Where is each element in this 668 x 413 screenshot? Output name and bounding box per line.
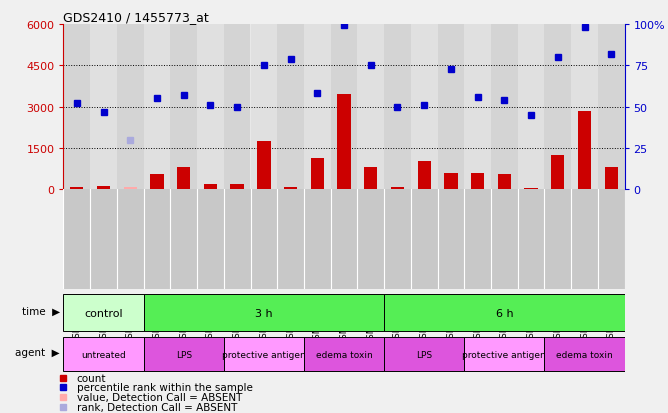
Bar bbox=[63, 25, 90, 190]
Bar bbox=[384, 294, 625, 332]
Text: edema toxin: edema toxin bbox=[556, 350, 613, 358]
Text: untreated: untreated bbox=[81, 350, 126, 358]
Text: protective antigen: protective antigen bbox=[222, 350, 306, 358]
Bar bbox=[578, 112, 591, 190]
Bar bbox=[304, 25, 331, 190]
Bar bbox=[197, 25, 224, 190]
Bar bbox=[438, 25, 464, 190]
Bar bbox=[464, 25, 491, 190]
Bar bbox=[284, 188, 297, 190]
Bar bbox=[551, 156, 564, 190]
Bar bbox=[63, 337, 144, 371]
Text: agent  ▶: agent ▶ bbox=[15, 347, 60, 357]
Text: protective antigen: protective antigen bbox=[462, 350, 546, 358]
Bar bbox=[177, 167, 190, 190]
Text: time  ▶: time ▶ bbox=[22, 306, 60, 316]
Bar bbox=[411, 25, 438, 190]
Bar bbox=[224, 25, 250, 190]
Text: value, Detection Call = ABSENT: value, Detection Call = ABSENT bbox=[77, 392, 242, 402]
Bar bbox=[524, 189, 538, 190]
Bar bbox=[250, 25, 277, 190]
Bar bbox=[144, 294, 384, 332]
Bar bbox=[418, 162, 431, 190]
Bar bbox=[498, 174, 511, 190]
Bar bbox=[384, 337, 464, 371]
Bar bbox=[391, 188, 404, 190]
Bar bbox=[224, 337, 304, 371]
Bar bbox=[464, 337, 544, 371]
Bar bbox=[544, 25, 571, 190]
Bar bbox=[63, 294, 144, 332]
Text: 6 h: 6 h bbox=[496, 308, 513, 318]
Bar bbox=[544, 337, 625, 371]
Text: rank, Detection Call = ABSENT: rank, Detection Call = ABSENT bbox=[77, 402, 237, 412]
Text: count: count bbox=[77, 373, 106, 383]
Bar bbox=[364, 167, 377, 190]
Bar bbox=[117, 25, 144, 190]
Bar bbox=[97, 186, 110, 190]
Bar bbox=[491, 25, 518, 190]
Bar bbox=[357, 25, 384, 190]
Text: percentile rank within the sample: percentile rank within the sample bbox=[77, 382, 253, 392]
Text: control: control bbox=[84, 308, 123, 318]
Bar bbox=[384, 25, 411, 190]
Bar bbox=[444, 174, 458, 190]
Bar bbox=[311, 158, 324, 190]
Bar bbox=[230, 185, 244, 190]
Bar bbox=[144, 337, 224, 371]
Text: 3 h: 3 h bbox=[255, 308, 273, 318]
Bar bbox=[337, 95, 351, 190]
Bar bbox=[331, 25, 357, 190]
Bar bbox=[518, 25, 544, 190]
Bar bbox=[605, 167, 618, 190]
Bar bbox=[144, 25, 170, 190]
Bar bbox=[90, 25, 117, 190]
Text: GDS2410 / 1455773_at: GDS2410 / 1455773_at bbox=[63, 11, 209, 24]
Bar bbox=[304, 337, 384, 371]
Text: LPS: LPS bbox=[416, 350, 432, 358]
Bar bbox=[170, 25, 197, 190]
Bar bbox=[277, 25, 304, 190]
Text: edema toxin: edema toxin bbox=[316, 350, 372, 358]
Bar bbox=[571, 25, 598, 190]
Bar bbox=[150, 175, 164, 190]
Text: LPS: LPS bbox=[176, 350, 192, 358]
Bar bbox=[471, 174, 484, 190]
Bar bbox=[257, 142, 271, 190]
Bar bbox=[598, 25, 625, 190]
Bar bbox=[70, 187, 84, 190]
Bar bbox=[204, 185, 217, 190]
Bar bbox=[124, 187, 137, 190]
